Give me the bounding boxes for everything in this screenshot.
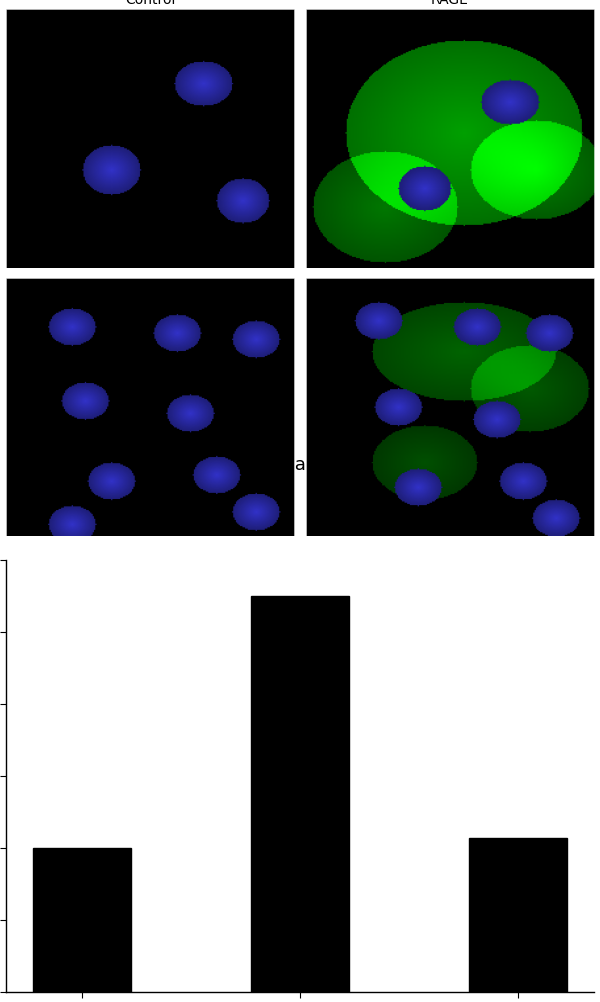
Text: ( a ): ( a ) <box>281 456 319 474</box>
Bar <box>33 849 131 992</box>
Text: ( b ): ( b ) <box>281 964 319 982</box>
Title: Control: Control <box>125 0 175 7</box>
Title: RAGE: RAGE <box>431 0 469 7</box>
Bar <box>251 597 349 992</box>
Bar <box>469 839 567 992</box>
